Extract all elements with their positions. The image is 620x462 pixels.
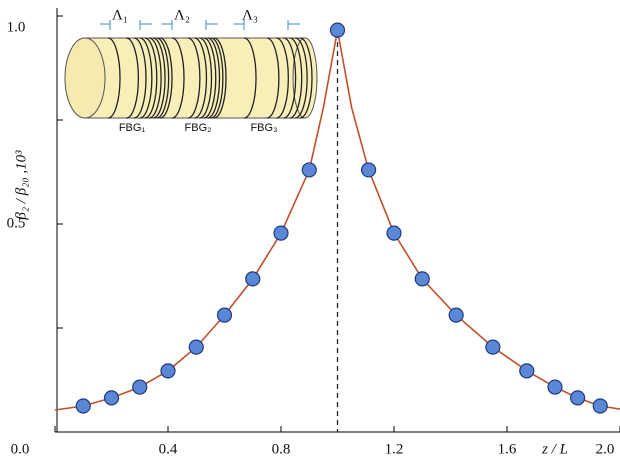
x-tick-label: 1.6 xyxy=(498,441,517,457)
grating-label: FBG₁ xyxy=(119,122,146,134)
data-point xyxy=(132,379,148,395)
grating-ring xyxy=(126,37,140,119)
fiber-face xyxy=(64,37,106,119)
grating-ring xyxy=(213,37,227,119)
data-point xyxy=(245,271,261,287)
y-tick-label: 0.5 xyxy=(7,215,26,231)
grating-ring xyxy=(139,37,153,119)
data-point xyxy=(216,307,233,323)
grating-ring xyxy=(207,37,221,119)
grating-ring xyxy=(152,37,166,119)
grating-label: FBG₃ xyxy=(250,122,277,134)
x-tick-label: 0.4 xyxy=(159,441,178,457)
grating-ring xyxy=(295,37,308,119)
x-tick-label: 0.8 xyxy=(272,441,291,457)
data-point xyxy=(448,307,464,323)
grating-ring xyxy=(276,37,289,119)
grating-ring xyxy=(283,37,297,119)
grating-ring xyxy=(289,37,303,119)
grating-ring xyxy=(144,37,158,119)
data-point xyxy=(485,339,501,355)
data-point xyxy=(75,398,91,414)
x-tick-label: 1.2 xyxy=(385,441,404,457)
data-point xyxy=(570,390,586,406)
grating-ring xyxy=(187,37,201,119)
inset-diagram: Λ₁ Λ₂ Λ₃ FBG₁ FBG₂ FBG₃ xyxy=(64,7,318,134)
grating-ring xyxy=(156,37,170,119)
x-tick-label: 2.0 xyxy=(596,441,615,457)
data-point xyxy=(547,379,563,395)
data-point xyxy=(273,225,289,241)
x-axis-label: z / L xyxy=(541,441,568,457)
fiber-body xyxy=(84,37,306,119)
grating-ring xyxy=(133,37,147,119)
grating-label: FBG₂ xyxy=(185,122,212,134)
grating-ring xyxy=(171,37,185,119)
grating-ring xyxy=(203,37,217,119)
grating-ring xyxy=(149,37,162,119)
grating-ring xyxy=(210,37,224,119)
data-point xyxy=(414,271,430,287)
grating-rings xyxy=(107,37,313,119)
y-tick-label: 1.0 xyxy=(7,19,26,35)
grating-ring xyxy=(107,37,121,119)
data-point xyxy=(160,363,176,379)
grating-ring xyxy=(299,37,313,119)
data-point xyxy=(103,390,120,406)
grating-ring xyxy=(199,37,213,119)
fiber-end xyxy=(292,37,318,119)
grating-ring xyxy=(194,37,208,119)
period-label: Λ₃ xyxy=(242,7,258,23)
period-arrows xyxy=(100,20,300,30)
period-label: Λ₁ xyxy=(112,7,128,23)
data-point xyxy=(592,398,608,414)
data-point xyxy=(519,363,535,379)
period-label: Λ₂ xyxy=(174,7,190,23)
y-axis-label: β₂ / β₂₀ ,10³ xyxy=(13,150,29,221)
grating-ring xyxy=(243,37,257,119)
data-point xyxy=(386,225,402,241)
x-tick-label: 0.0 xyxy=(11,441,30,457)
data-point xyxy=(329,22,346,38)
data-point xyxy=(360,162,377,178)
data-point xyxy=(188,339,204,355)
data-point xyxy=(301,162,317,178)
grating-ring xyxy=(159,37,173,119)
grating-ring xyxy=(266,37,280,119)
